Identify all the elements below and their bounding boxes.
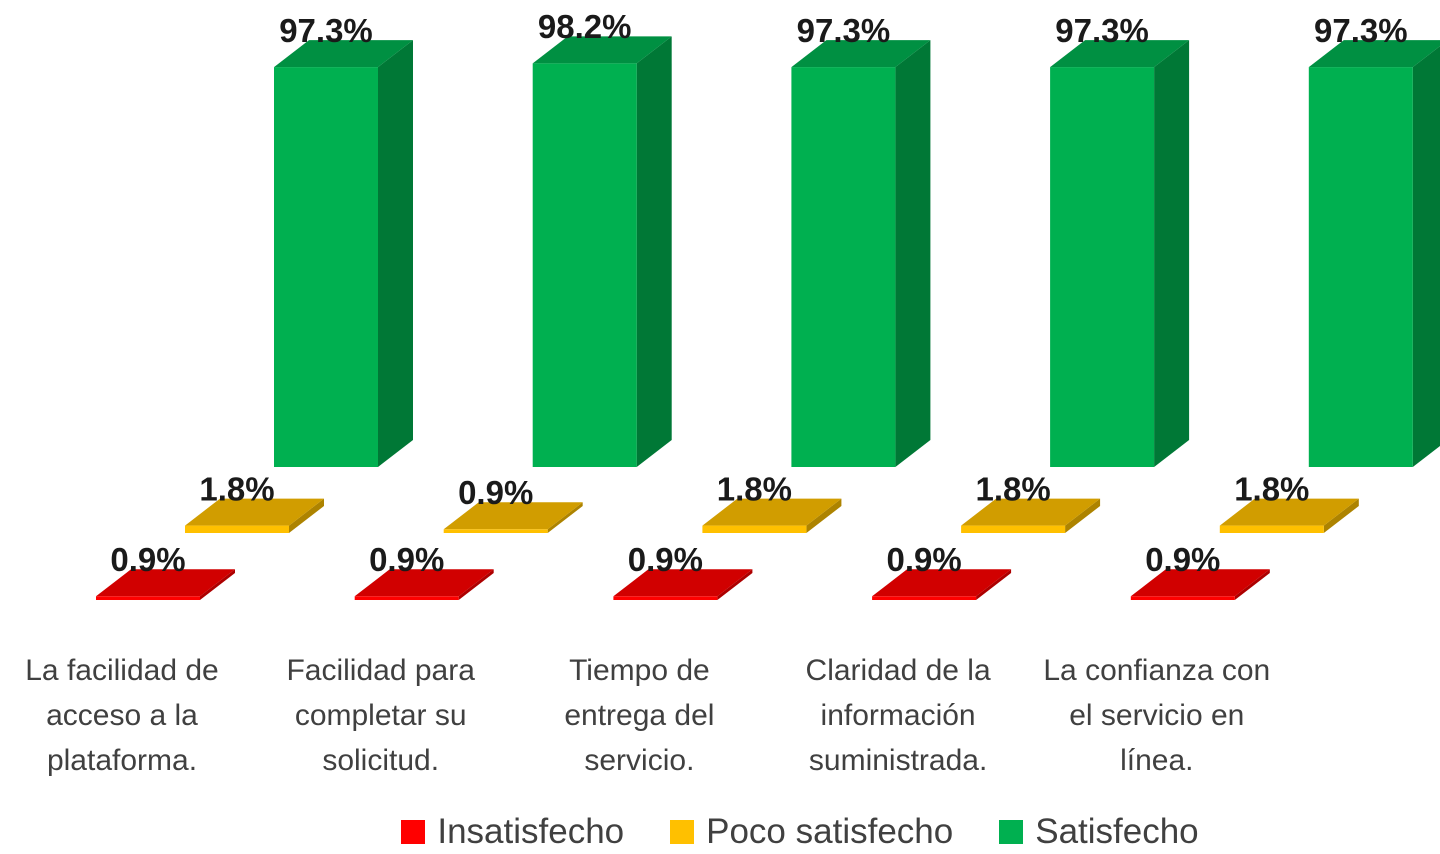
- x-tick-label: Facilidad para completar su solicitud.: [286, 654, 475, 777]
- bar: [872, 596, 977, 600]
- value-label: 0.9%: [458, 474, 533, 511]
- bar-top: [1219, 498, 1359, 526]
- bar-side: [1323, 498, 1359, 533]
- value-label: 0.9%: [369, 541, 444, 578]
- x-tick-label: La facilidad de acceso a la plataforma.: [25, 654, 219, 777]
- bar-top: [791, 40, 931, 68]
- bar-side: [547, 502, 583, 533]
- value-label: 1.8%: [1234, 470, 1309, 507]
- bar: [532, 63, 637, 467]
- bar: [443, 529, 548, 533]
- bar: [185, 525, 289, 533]
- bar-top: [872, 569, 1012, 597]
- bar-top: [702, 498, 842, 526]
- value-label: 98.2%: [538, 8, 632, 45]
- value-label: 1.8%: [199, 470, 274, 507]
- bar: [274, 67, 378, 468]
- bar-top: [274, 40, 413, 68]
- bar-side: [806, 498, 842, 533]
- bar: [1050, 67, 1155, 468]
- bar-side: [636, 36, 672, 467]
- value-label: 97.3%: [1055, 12, 1149, 49]
- bar-top: [185, 498, 324, 526]
- bar-side: [1154, 40, 1190, 468]
- bar-top: [1308, 40, 1440, 68]
- value-label: 97.3%: [797, 12, 891, 49]
- legend-label: Insatisfecho: [437, 812, 625, 851]
- bar-side: [895, 40, 931, 468]
- bar: [702, 525, 807, 533]
- bar: [354, 596, 459, 600]
- bar-top: [1130, 569, 1270, 597]
- value-label: 97.3%: [279, 12, 373, 49]
- legend-label: Satisfecho: [1035, 812, 1199, 851]
- value-label: 0.9%: [886, 541, 961, 578]
- bar-top: [532, 36, 672, 64]
- bar-side: [976, 569, 1012, 600]
- bar-side: [200, 569, 235, 600]
- bar-side: [458, 569, 494, 600]
- bar-side: [378, 40, 413, 468]
- bar-top: [613, 569, 753, 597]
- bar: [1308, 67, 1413, 468]
- value-label: 1.8%: [975, 470, 1050, 507]
- bar-top: [443, 502, 583, 530]
- value-label: 1.8%: [717, 470, 792, 507]
- legend-item: Insatisfecho: [401, 812, 624, 852]
- bar: [1130, 596, 1235, 600]
- bar-side: [717, 569, 753, 600]
- legend-swatch: [999, 820, 1024, 844]
- bar-top: [96, 569, 235, 597]
- bar-top: [961, 498, 1101, 526]
- x-tick-label: Tiempo de entrega del servicio.: [564, 654, 715, 777]
- bar: [613, 596, 718, 600]
- legend: Insatisfecho Poco satisfecho Satisfecho: [0, 812, 1440, 852]
- plot: 97.3% 98.2% 97.3% 97.3% 97.3% 1.8% 0.9% 1.8% 1.8…: [96, 8, 1440, 600]
- value-label: 0.9%: [110, 541, 185, 578]
- bar-side: [1234, 569, 1270, 600]
- value-label: 0.9%: [628, 541, 703, 578]
- bar: [96, 596, 200, 600]
- legend-swatch: [670, 820, 695, 844]
- x-tick-label: La confianza con el servicio en línea.: [1043, 654, 1271, 777]
- legend-item: Poco satisfecho: [670, 812, 953, 852]
- bar-side: [1412, 46, 1440, 467]
- x-tick-label: Claridad de la información suministrada.: [805, 654, 991, 777]
- legend-swatch: [401, 820, 426, 844]
- legend-label: Poco satisfecho: [706, 812, 954, 851]
- bar-top: [354, 569, 494, 597]
- bar: [791, 67, 896, 468]
- value-label: 0.9%: [1145, 541, 1220, 578]
- bar: [1219, 525, 1324, 533]
- legend-item: Satisfecho: [999, 812, 1199, 852]
- bar-side: [289, 498, 324, 533]
- bar-top: [1050, 40, 1190, 68]
- bar-side: [1065, 498, 1101, 533]
- bar: [961, 525, 1066, 533]
- value-label: 97.3%: [1314, 12, 1408, 49]
